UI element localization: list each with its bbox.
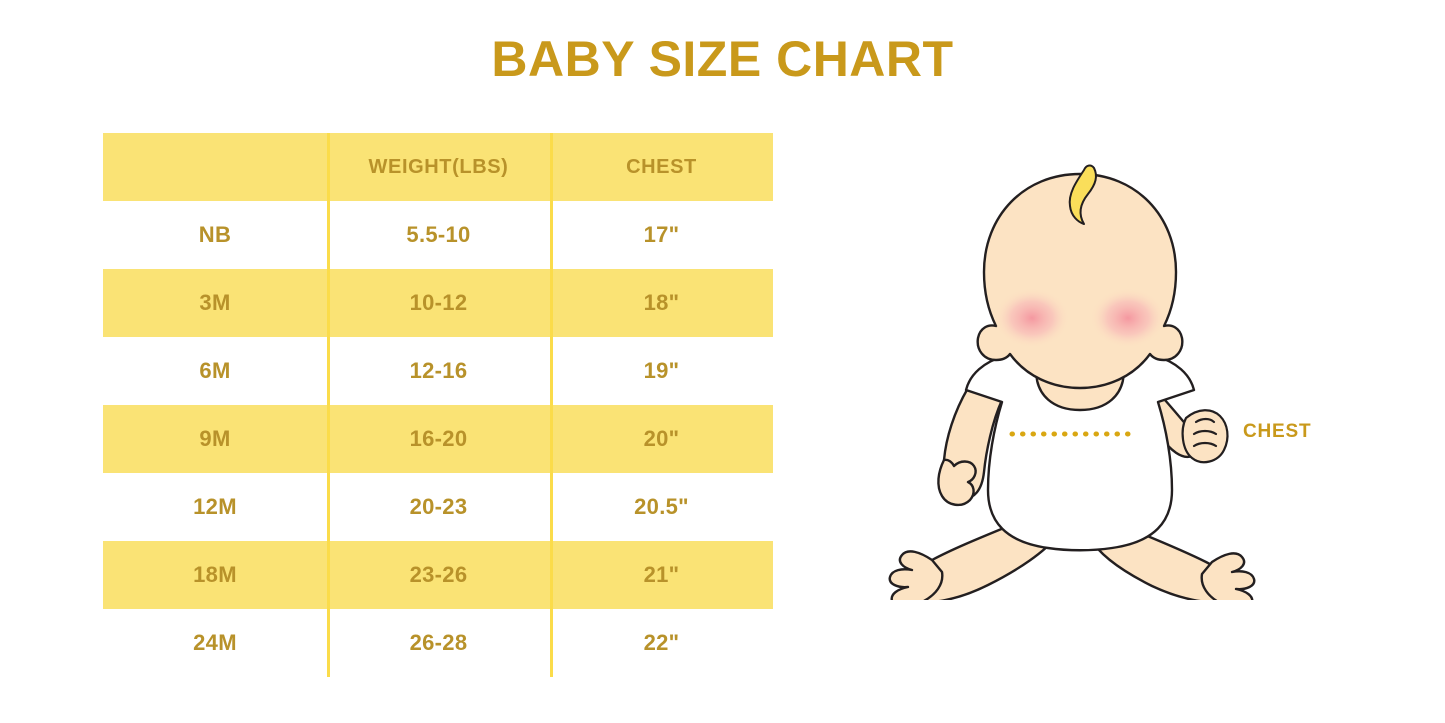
cell-weight: 10-12: [409, 290, 468, 315]
cell-size: 6M: [199, 358, 231, 383]
cell-chest: 21": [643, 562, 680, 587]
cell-size: 12M: [193, 494, 237, 519]
table-row: 18M 23-26 21": [103, 541, 773, 609]
cell-chest: 22": [643, 630, 680, 655]
cell-size: NB: [198, 222, 232, 247]
cell-weight: 26-28: [409, 630, 468, 655]
table-row: 12M 20-23 20.5": [103, 473, 773, 541]
table-row: 3M 10-12 18": [103, 269, 773, 337]
cell-weight: 23-26: [409, 562, 468, 587]
cell-weight: 12-16: [409, 358, 468, 383]
table-row: 9M 16-20 20": [103, 405, 773, 473]
right-cheek: [1090, 288, 1166, 348]
cell-chest: 20.5": [634, 494, 689, 519]
column-divider-2: [550, 133, 553, 677]
page-title: BABY SIZE CHART: [491, 31, 954, 87]
cell-size: 9M: [199, 426, 231, 451]
cell-weight: 20-23: [409, 494, 468, 519]
table-row: 6M 12-16 19": [103, 337, 773, 405]
cell-size: 18M: [193, 562, 237, 587]
hair-curl-icon: [1068, 164, 1097, 225]
column-header-size: [103, 133, 327, 201]
column-divider-1: [327, 133, 330, 677]
cell-weight: 16-20: [409, 426, 468, 451]
cell-size: 24M: [193, 630, 237, 655]
table-header-row: WEIGHT(LBS) CHEST: [103, 133, 773, 201]
size-chart-table: WEIGHT(LBS) CHEST NB 5.5-10 17" 3M 10-12…: [103, 133, 773, 677]
table-row: NB 5.5-10 17": [103, 201, 773, 269]
right-foot: [1200, 552, 1256, 600]
right-fist: [1181, 409, 1229, 464]
baby-illustration: [888, 164, 1256, 600]
cell-chest: 18": [643, 290, 680, 315]
column-header-weight: WEIGHT(LBS): [368, 156, 509, 178]
column-header-chest: CHEST: [626, 156, 697, 178]
cell-weight: 5.5-10: [406, 222, 471, 247]
cell-chest: 19": [643, 358, 680, 383]
cell-chest: 20": [643, 426, 680, 451]
left-hand: [937, 458, 977, 507]
left-cheek: [994, 288, 1070, 348]
cell-size: 3M: [199, 290, 231, 315]
left-foot: [888, 550, 944, 600]
table-row: 24M 26-28 22": [103, 609, 773, 677]
chest-measure-label: CHEST: [1243, 421, 1312, 442]
cell-chest: 17": [643, 222, 680, 247]
